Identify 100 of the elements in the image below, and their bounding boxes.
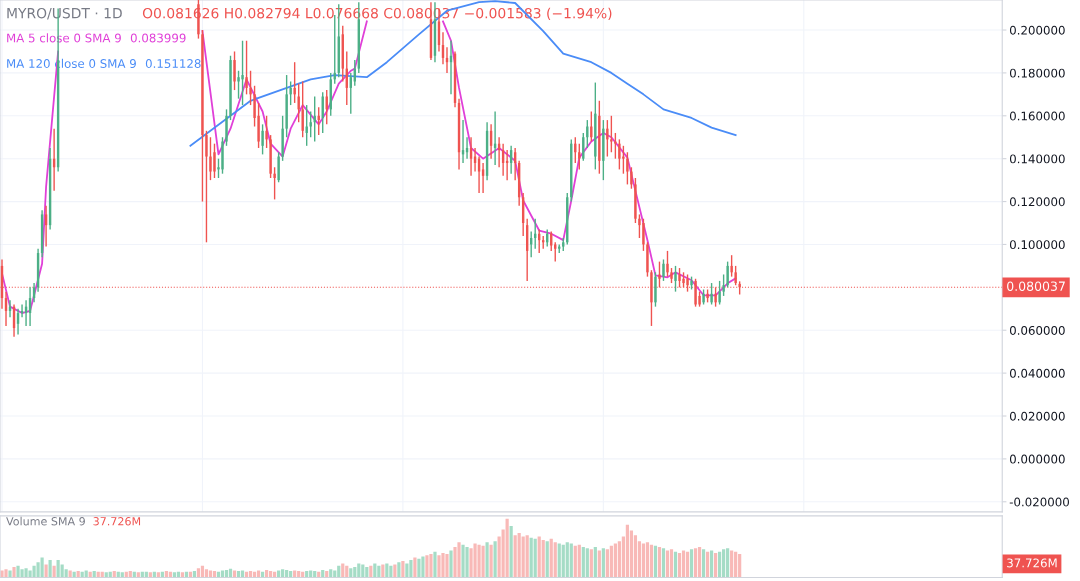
bar bbox=[373, 563, 377, 578]
bar bbox=[601, 548, 605, 578]
bar bbox=[461, 544, 465, 578]
text: 37.726M bbox=[1007, 558, 1057, 568]
bar bbox=[645, 542, 650, 578]
bar bbox=[565, 542, 569, 578]
bar bbox=[730, 550, 734, 578]
candlestick bbox=[678, 267, 681, 289]
candlestick bbox=[670, 267, 673, 284]
bar bbox=[541, 539, 545, 578]
bar bbox=[517, 532, 521, 578]
candlestick bbox=[674, 265, 677, 293]
bar bbox=[513, 535, 517, 578]
bar bbox=[489, 544, 493, 578]
bar bbox=[545, 541, 549, 578]
candlestick bbox=[634, 177, 637, 224]
bar bbox=[196, 568, 201, 578]
bar bbox=[28, 570, 32, 578]
bar bbox=[357, 563, 361, 578]
y-tick-label: 0.020000 bbox=[1009, 411, 1065, 421]
candlestick bbox=[273, 166, 276, 201]
bar bbox=[649, 544, 654, 578]
y-tick-label: 0.060000 bbox=[1009, 325, 1065, 335]
bar bbox=[481, 545, 485, 578]
candlestick bbox=[662, 258, 665, 282]
bar bbox=[689, 549, 694, 578]
bar bbox=[549, 538, 553, 578]
candlestick bbox=[646, 241, 649, 278]
bar bbox=[425, 555, 429, 578]
y-tick-label: 0.200000 bbox=[1009, 25, 1065, 35]
bar bbox=[333, 570, 337, 578]
bar bbox=[281, 569, 285, 578]
candlestick bbox=[622, 145, 625, 175]
bar bbox=[521, 536, 525, 578]
bar bbox=[573, 545, 577, 578]
bar bbox=[240, 570, 245, 578]
bar bbox=[693, 548, 698, 578]
bar bbox=[220, 570, 225, 578]
candlestick bbox=[666, 250, 669, 278]
candlestick bbox=[626, 151, 629, 186]
bar bbox=[701, 549, 706, 578]
candlestick bbox=[610, 115, 613, 153]
y-tick-label: -0.020000 bbox=[1009, 497, 1069, 507]
bar bbox=[0, 570, 4, 578]
bar bbox=[581, 547, 585, 578]
bar bbox=[477, 544, 481, 578]
candlestick bbox=[205, 130, 208, 244]
bar bbox=[232, 570, 237, 578]
bar bbox=[405, 563, 409, 578]
bar bbox=[445, 554, 449, 578]
bar bbox=[293, 570, 297, 578]
bar bbox=[557, 543, 561, 578]
bar bbox=[609, 545, 613, 578]
bar bbox=[36, 562, 40, 578]
y-tick-label: 0.180000 bbox=[1009, 68, 1065, 78]
bar bbox=[613, 543, 617, 578]
bar bbox=[433, 551, 437, 578]
bar bbox=[8, 570, 12, 578]
bar bbox=[525, 535, 529, 578]
ref-line-label: 0.080037 bbox=[1007, 281, 1065, 291]
bar bbox=[208, 570, 213, 578]
bar bbox=[697, 547, 702, 578]
bar bbox=[397, 562, 401, 578]
candlestick bbox=[582, 132, 585, 162]
bar bbox=[401, 561, 405, 578]
bar bbox=[718, 551, 722, 578]
bar bbox=[657, 547, 662, 578]
bar bbox=[569, 543, 573, 578]
bar bbox=[329, 569, 333, 578]
bar bbox=[705, 551, 710, 578]
bar bbox=[256, 570, 261, 578]
y-tick-label: 0.040000 bbox=[1009, 368, 1065, 378]
bar bbox=[493, 541, 497, 578]
annotation: 0.083999 bbox=[130, 33, 186, 43]
candlestick bbox=[630, 166, 633, 190]
bar bbox=[385, 563, 389, 578]
y-tick-label: 0.000000 bbox=[1009, 454, 1065, 464]
candlestick bbox=[702, 288, 705, 306]
bar bbox=[48, 559, 52, 578]
y-tick-label: 0.100000 bbox=[1009, 240, 1065, 250]
candlestick bbox=[618, 138, 621, 171]
candlestick bbox=[726, 260, 729, 289]
bar bbox=[417, 558, 421, 578]
bar bbox=[589, 549, 593, 578]
bar bbox=[64, 569, 68, 578]
candlestick bbox=[554, 241, 557, 263]
y-tick-label: 0.140000 bbox=[1009, 154, 1065, 164]
bar bbox=[509, 525, 513, 578]
bar bbox=[44, 564, 48, 578]
chart-title: Volume SMA 9 bbox=[6, 516, 85, 526]
candlestick bbox=[606, 119, 609, 158]
bar bbox=[349, 568, 353, 578]
bar bbox=[341, 563, 345, 578]
bar bbox=[665, 550, 670, 578]
bar bbox=[277, 570, 281, 578]
bar bbox=[709, 550, 714, 578]
bar bbox=[585, 548, 589, 578]
bar bbox=[553, 542, 557, 578]
bar bbox=[673, 551, 678, 578]
bar bbox=[449, 550, 453, 578]
